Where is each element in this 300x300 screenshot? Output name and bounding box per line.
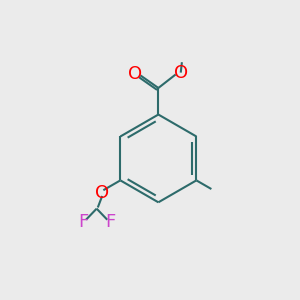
Text: O: O	[95, 184, 109, 202]
Text: F: F	[78, 213, 88, 231]
Text: F: F	[105, 213, 115, 231]
Text: O: O	[128, 65, 142, 83]
Text: O: O	[174, 64, 188, 82]
